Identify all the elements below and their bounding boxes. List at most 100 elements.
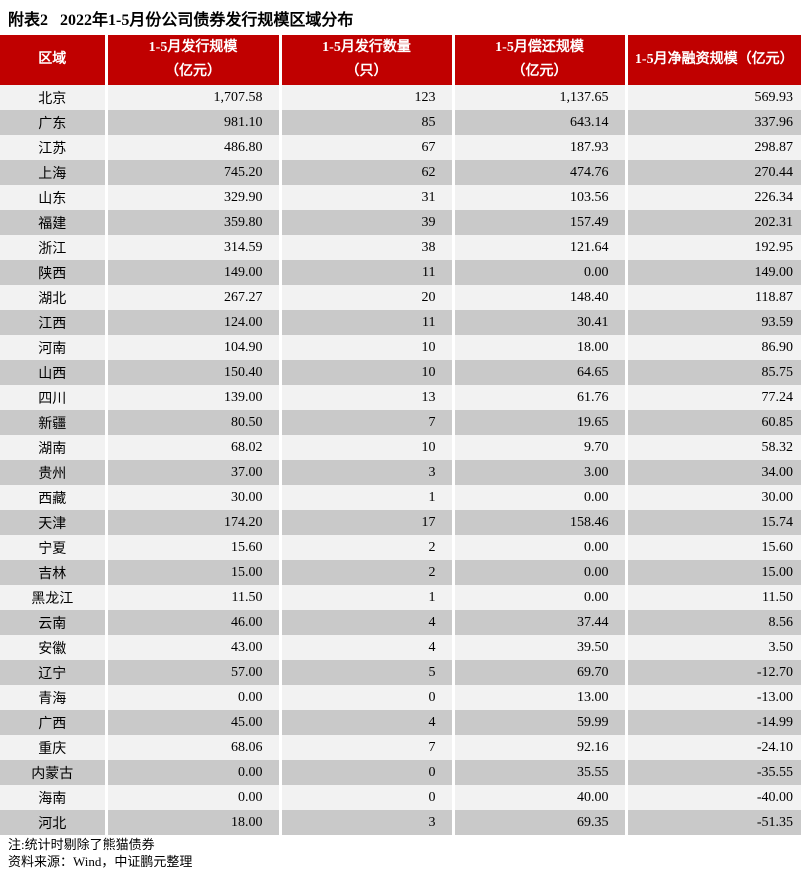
table-row: 辽宁 57.00 5 69.70 -12.70	[0, 660, 801, 685]
cell-region: 西藏	[0, 485, 108, 510]
cell-region: 天津	[0, 510, 108, 535]
cell-region: 山东	[0, 185, 108, 210]
cell-net-financing: 30.00	[626, 485, 801, 510]
cell-issue-amount: 45.00	[106, 710, 282, 735]
cell-net-financing: 34.00	[626, 460, 801, 485]
table-row: 山东 329.90 31 103.56 226.34	[0, 185, 801, 210]
cell-region: 江苏	[0, 135, 108, 160]
table-row: 江苏 486.80 67 187.93 298.87	[0, 135, 801, 160]
cell-issue-count: 10	[280, 435, 455, 460]
cell-repayment: 0.00	[453, 560, 628, 585]
cell-issue-amount: 43.00	[106, 635, 282, 660]
cell-region: 浙江	[0, 235, 108, 260]
table-row: 四川 139.00 13 61.76 77.24	[0, 385, 801, 410]
header-unit: （亿元）	[511, 64, 568, 79]
cell-issue-count: 10	[280, 335, 455, 360]
cell-issue-amount: 267.27	[106, 285, 282, 310]
table-row: 天津 174.20 17 158.46 15.74	[0, 510, 801, 535]
cell-net-financing: 58.32	[626, 435, 801, 460]
cell-issue-count: 7	[280, 735, 455, 760]
cell-region: 陕西	[0, 260, 108, 285]
cell-issue-amount: 149.00	[106, 260, 282, 285]
table-row: 北京 1,707.58 123 1,137.65 569.93	[0, 85, 801, 110]
cell-region: 宁夏	[0, 535, 108, 560]
notes: 注:统计时剔除了熊猫债券 资料来源：Wind，中证鹏元整理	[8, 836, 192, 870]
cell-net-financing: 202.31	[626, 210, 801, 235]
cell-net-financing: 337.96	[626, 110, 801, 135]
cell-issue-amount: 104.90	[106, 335, 282, 360]
header-text: 区域	[38, 52, 67, 67]
cell-issue-amount: 68.06	[106, 735, 282, 760]
cell-repayment: 3.00	[453, 460, 628, 485]
table-row: 黑龙江 11.50 1 0.00 11.50	[0, 585, 801, 610]
cell-repayment: 148.40	[453, 285, 628, 310]
table-row: 浙江 314.59 38 121.64 192.95	[0, 235, 801, 260]
cell-issue-count: 20	[280, 285, 455, 310]
cell-net-financing: 15.00	[626, 560, 801, 585]
cell-issue-amount: 11.50	[106, 585, 282, 610]
header-region: 区域	[0, 35, 108, 85]
cell-issue-amount: 0.00	[106, 785, 282, 810]
cell-issue-count: 31	[280, 185, 455, 210]
cell-issue-count: 0	[280, 785, 455, 810]
cell-net-financing: 11.50	[626, 585, 801, 610]
cell-repayment: 30.41	[453, 310, 628, 335]
cell-repayment: 0.00	[453, 535, 628, 560]
note-text: 注:统计时剔除了熊猫债券	[8, 837, 155, 852]
cell-net-financing: 60.85	[626, 410, 801, 435]
cell-issue-count: 2	[280, 560, 455, 585]
cell-repayment: 39.50	[453, 635, 628, 660]
header-issue-amount: 1-5月发行规模 （亿元）	[106, 35, 282, 85]
cell-issue-count: 5	[280, 660, 455, 685]
cell-issue-count: 3	[280, 460, 455, 485]
cell-repayment: 18.00	[453, 335, 628, 360]
cell-repayment: 59.99	[453, 710, 628, 735]
cell-issue-amount: 15.00	[106, 560, 282, 585]
cell-repayment: 0.00	[453, 485, 628, 510]
cell-repayment: 187.93	[453, 135, 628, 160]
header-unit: （只）	[345, 64, 388, 79]
cell-issue-amount: 174.20	[106, 510, 282, 535]
cell-repayment: 92.16	[453, 735, 628, 760]
cell-net-financing: 298.87	[626, 135, 801, 160]
cell-issue-amount: 1,707.58	[106, 85, 282, 110]
table-row: 云南 46.00 4 37.44 8.56	[0, 610, 801, 635]
cell-repayment: 37.44	[453, 610, 628, 635]
table-row: 青海 0.00 0 13.00 -13.00	[0, 685, 801, 710]
cell-region: 山西	[0, 360, 108, 385]
cell-repayment: 0.00	[453, 260, 628, 285]
cell-region: 吉林	[0, 560, 108, 585]
cell-net-financing: 85.75	[626, 360, 801, 385]
cell-issue-amount: 745.20	[106, 160, 282, 185]
cell-issue-amount: 329.90	[106, 185, 282, 210]
cell-region: 安徽	[0, 635, 108, 660]
cell-net-financing: 86.90	[626, 335, 801, 360]
cell-issue-amount: 981.10	[106, 110, 282, 135]
table-title: 附表2 2022年1-5月份公司债券发行规模区域分布	[8, 12, 354, 29]
cell-issue-amount: 30.00	[106, 485, 282, 510]
cell-issue-amount: 68.02	[106, 435, 282, 460]
cell-net-financing: 270.44	[626, 160, 801, 185]
cell-issue-count: 10	[280, 360, 455, 385]
cell-repayment: 35.55	[453, 760, 628, 785]
cell-net-financing: 15.60	[626, 535, 801, 560]
table-row: 贵州 37.00 3 3.00 34.00	[0, 460, 801, 485]
source-text: 资料来源：Wind，中证鹏元整理	[8, 854, 193, 869]
table-row: 内蒙古 0.00 0 35.55 -35.55	[0, 760, 801, 785]
table-row: 新疆 80.50 7 19.65 60.85	[0, 410, 801, 435]
cell-repayment: 1,137.65	[453, 85, 628, 110]
cell-issue-count: 11	[280, 260, 455, 285]
cell-region: 广西	[0, 710, 108, 735]
cell-repayment: 158.46	[453, 510, 628, 535]
cell-issue-amount: 37.00	[106, 460, 282, 485]
header-net-financing: 1-5月净融资规模（亿元）	[626, 35, 801, 85]
table-row: 宁夏 15.60 2 0.00 15.60	[0, 535, 801, 560]
cell-net-financing: 3.50	[626, 635, 801, 660]
table-row: 西藏 30.00 1 0.00 30.00	[0, 485, 801, 510]
cell-issue-amount: 18.00	[106, 810, 282, 835]
cell-repayment: 64.65	[453, 360, 628, 385]
header-text: 1-5月发行规模	[148, 40, 238, 55]
cell-issue-count: 39	[280, 210, 455, 235]
cell-issue-count: 1	[280, 585, 455, 610]
table-row: 海南 0.00 0 40.00 -40.00	[0, 785, 801, 810]
